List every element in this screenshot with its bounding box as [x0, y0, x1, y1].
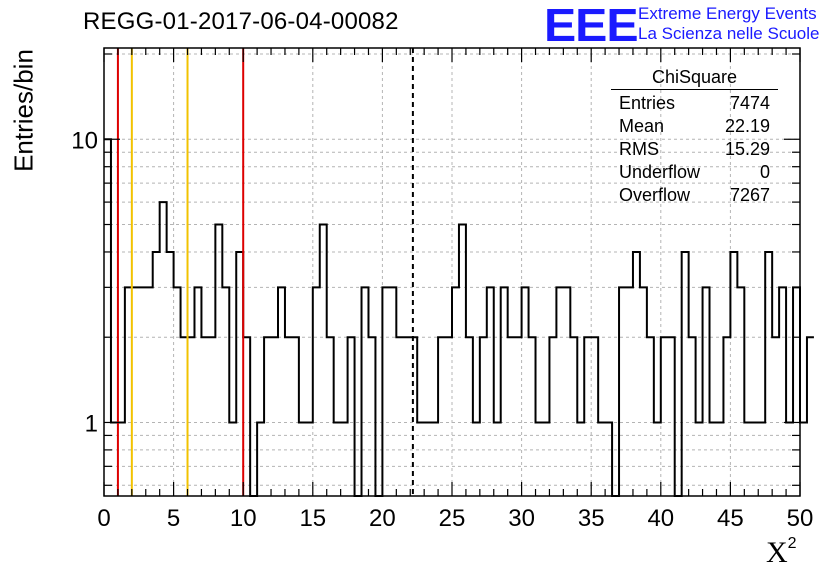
- x-tick-label: 30: [508, 505, 535, 532]
- stats-row-underflow: Underflow 0: [611, 161, 778, 184]
- x-tick-label: 25: [439, 505, 466, 532]
- chart-title: REGG-01-2017-06-04-00082: [83, 8, 399, 35]
- stats-value: 0: [759, 162, 770, 182]
- stats-value: 7267: [729, 185, 770, 205]
- x-tick-label: 50: [787, 505, 814, 532]
- stats-label: Underflow: [619, 162, 701, 182]
- logo-line-2: La Scienza nelle Scuole: [638, 24, 820, 43]
- stats-label: Entries: [619, 93, 676, 113]
- x-tick-label: 35: [578, 505, 605, 532]
- histogram-series: [104, 138, 814, 497]
- y-axis-label: Entries/bin: [8, 49, 39, 172]
- stats-value: 22.19: [724, 116, 770, 136]
- eee-logo: EEE Extreme Energy Events La Scienza nel…: [544, 0, 834, 51]
- stats-row-mean: Mean 22.19: [611, 115, 778, 138]
- stats-row-rms: RMS 15.29: [611, 138, 778, 161]
- stats-value: 15.29: [724, 139, 770, 159]
- x-axis-label: X2: [766, 535, 797, 570]
- x-tick-label: 15: [299, 505, 326, 532]
- x-tick-label: 0: [97, 505, 110, 532]
- x-tick-label: 20: [369, 505, 396, 532]
- y-tick-label: 10: [71, 127, 98, 154]
- stats-title: ChiSquare: [611, 66, 778, 90]
- stats-row-overflow: Overflow 7267: [611, 184, 778, 207]
- stats-label: Mean: [619, 116, 665, 136]
- x-tick-label: 10: [230, 505, 257, 532]
- x-axis-label-base: X: [766, 536, 788, 569]
- stats-value: 7474: [729, 93, 770, 113]
- logo-line-1: Extreme Energy Events: [638, 4, 817, 23]
- x-tick-label: 45: [717, 505, 744, 532]
- stats-box: ChiSquare Entries 7474 Mean 22.19 RMS 15.29…: [611, 66, 778, 207]
- x-tick-label: 40: [647, 505, 674, 532]
- y-tick-label: 1: [85, 410, 98, 437]
- stats-label: Overflow: [619, 185, 691, 205]
- logo-acronym: EEE: [544, 0, 639, 51]
- x-axis-label-superscript: 2: [787, 535, 797, 552]
- stats-label: RMS: [619, 139, 659, 159]
- stats-row-entries: Entries 7474: [611, 92, 778, 115]
- x-tick-label: 5: [167, 505, 180, 532]
